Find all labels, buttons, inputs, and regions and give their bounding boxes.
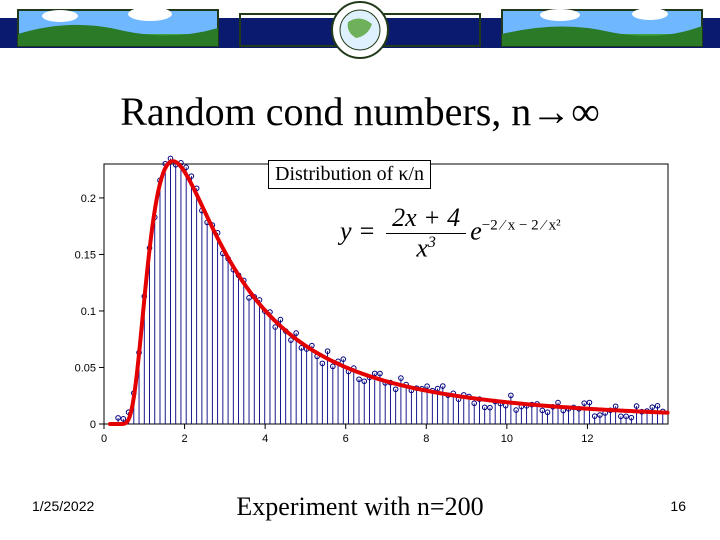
svg-text:12: 12 (581, 433, 593, 445)
page-number: 16 (670, 498, 686, 514)
svg-text:0: 0 (101, 433, 107, 445)
svg-text:10: 10 (501, 433, 513, 445)
slide: { "theme": { "topbar_sky": "#6fb8ff", "t… (0, 0, 720, 540)
chart: 0 2 4 6 8 10 12 0 0.05 0.1 0.15 0.2 (44, 152, 676, 452)
eq-denominator: x3 (386, 234, 466, 263)
svg-text:4: 4 (262, 433, 268, 445)
chart-svg: 0 2 4 6 8 10 12 0 0.05 0.1 0.15 0.2 (44, 152, 676, 452)
svg-text:0: 0 (90, 419, 96, 431)
svg-text:0.1: 0.1 (81, 306, 96, 318)
svg-text:6: 6 (343, 433, 349, 445)
svg-text:0.2: 0.2 (81, 193, 96, 205)
header-graphic (0, 0, 720, 64)
distribution-label: Distribution of κ/n (268, 160, 431, 189)
slide-title: Random cond numbers, n→∞ (0, 88, 720, 135)
caption: Experiment with n=200 (0, 492, 720, 522)
eq-exponent: −2 ⁄ x − 2 ⁄ x² (482, 218, 561, 234)
svg-text:0.05: 0.05 (75, 362, 96, 374)
svg-text:8: 8 (423, 433, 429, 445)
svg-text:2: 2 (182, 433, 188, 445)
eq-numerator: 2x + 4 (386, 204, 466, 234)
svg-text:0.15: 0.15 (75, 249, 96, 261)
equation: y = 2x + 4 x3 e−2 ⁄ x − 2 ⁄ x² (340, 204, 561, 263)
